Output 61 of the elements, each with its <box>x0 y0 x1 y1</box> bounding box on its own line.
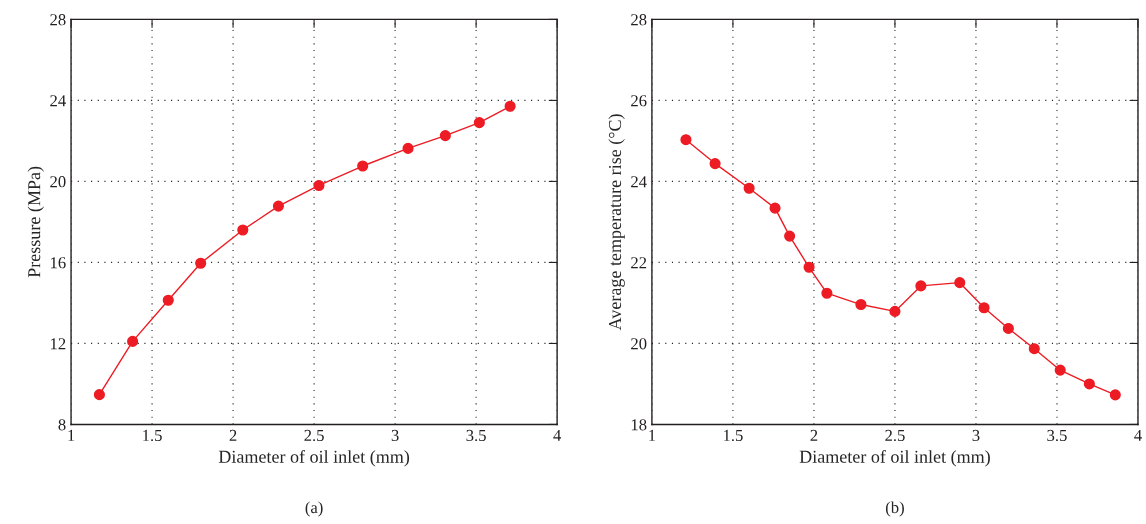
x-tick-label: 1.5 <box>723 429 743 442</box>
x-tick-label: 2 <box>810 429 818 441</box>
point <box>1083 378 1095 390</box>
y-tick-label: 12 <box>50 338 66 350</box>
point <box>439 130 451 142</box>
point <box>93 389 105 401</box>
text: (b) <box>885 501 904 517</box>
x-tick-label: 2.5 <box>885 429 905 442</box>
point <box>504 100 516 112</box>
point <box>709 158 721 170</box>
x-tick-label: 4 <box>1134 429 1142 441</box>
x-tick-label: 1 <box>649 429 656 441</box>
y-tick-label: 8 <box>58 419 66 431</box>
x-tick-label: 1 <box>68 429 75 441</box>
point <box>357 160 369 172</box>
x-tick-label: 2.5 <box>304 429 324 442</box>
point <box>1054 364 1066 376</box>
point <box>743 182 755 194</box>
point <box>1028 343 1040 355</box>
point <box>784 230 796 242</box>
y-tick-label: 18 <box>631 419 647 431</box>
point <box>821 287 833 299</box>
point <box>855 298 867 311</box>
y-tick-label: 28 <box>631 14 647 26</box>
x-axis-title: Diameter of oil inlet (mm) <box>799 449 990 467</box>
point <box>473 117 485 129</box>
point <box>402 142 414 154</box>
point <box>1109 389 1121 401</box>
point <box>162 294 174 306</box>
y-tick-label: 28 <box>50 14 66 26</box>
point <box>769 202 781 214</box>
point <box>272 200 284 212</box>
point <box>313 179 325 192</box>
x-tick-label: 3.5 <box>1047 429 1067 442</box>
x-tick-label: 1.5 <box>143 429 162 442</box>
point <box>680 134 692 146</box>
x-tick-label: 3 <box>972 429 980 442</box>
y-tick-label: 24 <box>50 95 66 107</box>
y-tick-label: 24 <box>631 176 647 188</box>
point <box>237 224 249 236</box>
x-tick-label: 3.5 <box>466 429 486 442</box>
y-axis-title: Average temperature rise (°C) <box>608 114 625 331</box>
y-axis-title: Pressure (MPa) <box>27 166 44 278</box>
y-tick-label: 20 <box>631 338 647 350</box>
point <box>195 257 207 269</box>
y-tick-label: 16 <box>50 257 66 269</box>
point <box>889 305 901 317</box>
x-axis-title: Diameter of oil inlet (mm) <box>218 449 410 467</box>
point <box>1002 322 1014 334</box>
y-tick-label: 22 <box>631 257 647 269</box>
text: (a) <box>305 501 323 517</box>
point <box>954 277 966 289</box>
point <box>915 280 927 292</box>
x-tick-label: 2 <box>229 429 237 441</box>
point <box>803 261 815 273</box>
y-tick-label: 20 <box>50 176 66 188</box>
y-tick-label: 26 <box>631 95 647 107</box>
point <box>127 335 139 347</box>
point <box>978 302 990 314</box>
x-tick-label: 3 <box>391 429 399 442</box>
x-tick-label: 4 <box>553 429 562 441</box>
